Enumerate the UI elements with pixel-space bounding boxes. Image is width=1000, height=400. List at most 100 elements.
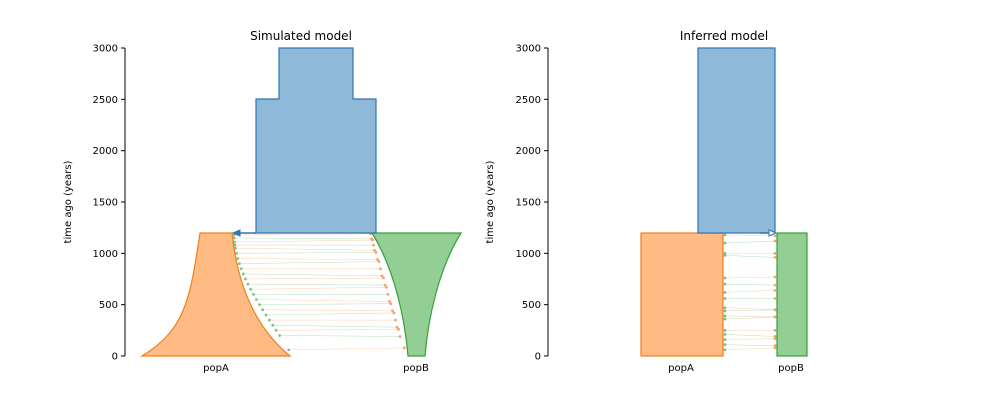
y-axis: 0 500 1000 1500 2000 2500 3000: [516, 44, 549, 363]
migration-point: [267, 318, 271, 322]
migration-point: [394, 318, 397, 322]
migration-point: [773, 337, 777, 340]
migration-point: [249, 287, 253, 291]
migration-point: [723, 276, 727, 280]
migration-point: [379, 267, 382, 271]
migration-line: [234, 233, 371, 236]
migration-point: [261, 308, 265, 312]
migration-line: [724, 338, 776, 340]
migration-point: [773, 239, 777, 243]
y-tick-label: 1000: [516, 249, 541, 260]
migration-point: [723, 314, 727, 318]
migration-line: [724, 283, 776, 286]
migration-line: [279, 335, 401, 337]
migration-line: [239, 261, 380, 264]
migration-point: [773, 315, 777, 319]
migration-line: [250, 287, 387, 290]
migration-point: [287, 348, 291, 352]
y-tick-label: 500: [99, 300, 118, 311]
migration-point: [278, 334, 281, 337]
migration-point: [723, 233, 727, 237]
migration-point: [376, 258, 379, 261]
migration-point: [773, 344, 777, 348]
migration-point: [237, 262, 241, 265]
ancestral-population-shape: [255, 47, 377, 234]
migration-point: [723, 241, 727, 245]
inferred-model-panel: Inferred model 050010001500200025003000 …: [485, 29, 808, 374]
migration-point: [773, 346, 777, 350]
y-axis-label: time ago (years): [63, 160, 74, 243]
migration-point: [723, 251, 727, 255]
y-axis: 0 500 1000 1500 2000 2500 3000: [93, 44, 126, 363]
migration-line: [724, 347, 776, 351]
migration-point: [402, 346, 406, 350]
migration-point: [723, 333, 727, 336]
migration-point: [373, 248, 376, 252]
migration-point: [723, 253, 727, 257]
popA-shape: [640, 232, 724, 357]
migration-point: [271, 323, 275, 327]
migration-line: [259, 303, 392, 305]
migration-point: [385, 285, 388, 289]
migration-line: [724, 307, 776, 310]
migration-point: [723, 282, 727, 286]
migration-line: [236, 252, 377, 254]
migration-point: [244, 277, 247, 281]
migration-line: [724, 334, 776, 337]
migration-point: [377, 260, 381, 263]
migration-line: [724, 316, 776, 320]
migration-point: [773, 297, 777, 300]
chart-title: Simulated model: [250, 29, 352, 43]
migration-point: [773, 255, 777, 259]
migration-point: [773, 328, 777, 332]
migration-line: [276, 329, 399, 331]
migration-point: [773, 275, 777, 279]
migration-arrowhead: [231, 229, 241, 237]
migration-point: [723, 290, 727, 294]
x-tick-label-popA: popA: [203, 363, 229, 374]
migration-point: [239, 267, 243, 271]
migration-point: [372, 243, 375, 247]
migration-line: [724, 276, 776, 279]
migration-point: [258, 303, 261, 307]
migration-line: [724, 290, 776, 293]
migration-point: [773, 234, 777, 238]
migration-point: [723, 297, 727, 300]
migration-point: [241, 272, 245, 276]
x-tick-label-popB: popB: [778, 363, 804, 374]
migration-point: [773, 308, 777, 312]
migration-line: [724, 344, 776, 346]
migration-arrowhead: [768, 229, 778, 237]
migration-line: [288, 347, 405, 351]
y-tick-label: 0: [535, 352, 541, 363]
migration-line: [724, 234, 776, 237]
y-tick-label: 1500: [516, 198, 541, 209]
migration-line: [262, 309, 393, 312]
y-tick-label: 2000: [93, 146, 118, 157]
popB-shape: [370, 232, 463, 357]
migration-point: [388, 300, 391, 303]
migration-line: [235, 247, 375, 251]
migration-line: [724, 240, 776, 244]
x-tick-label-popA: popA: [668, 363, 694, 374]
migration-point: [723, 309, 727, 313]
ancestral-population-shape: [697, 47, 776, 234]
migration-point: [395, 325, 399, 329]
migration-point: [254, 298, 258, 301]
migration-point: [773, 335, 777, 338]
migration-point: [252, 293, 255, 296]
migration-point: [274, 328, 278, 332]
migration-line: [245, 277, 384, 280]
migration-point: [236, 257, 240, 260]
migration-point: [371, 238, 375, 242]
migration-point: [389, 302, 393, 306]
migration-point: [235, 251, 238, 255]
y-tick-label: 3000: [93, 44, 118, 55]
y-tick-label: 500: [522, 300, 541, 311]
y-tick-label: 2500: [516, 95, 541, 106]
migration-point: [380, 274, 384, 278]
migration-point: [232, 236, 236, 240]
migration-point: [233, 240, 236, 244]
migration-line: [247, 283, 386, 286]
chart-title: Inferred model: [680, 29, 768, 43]
